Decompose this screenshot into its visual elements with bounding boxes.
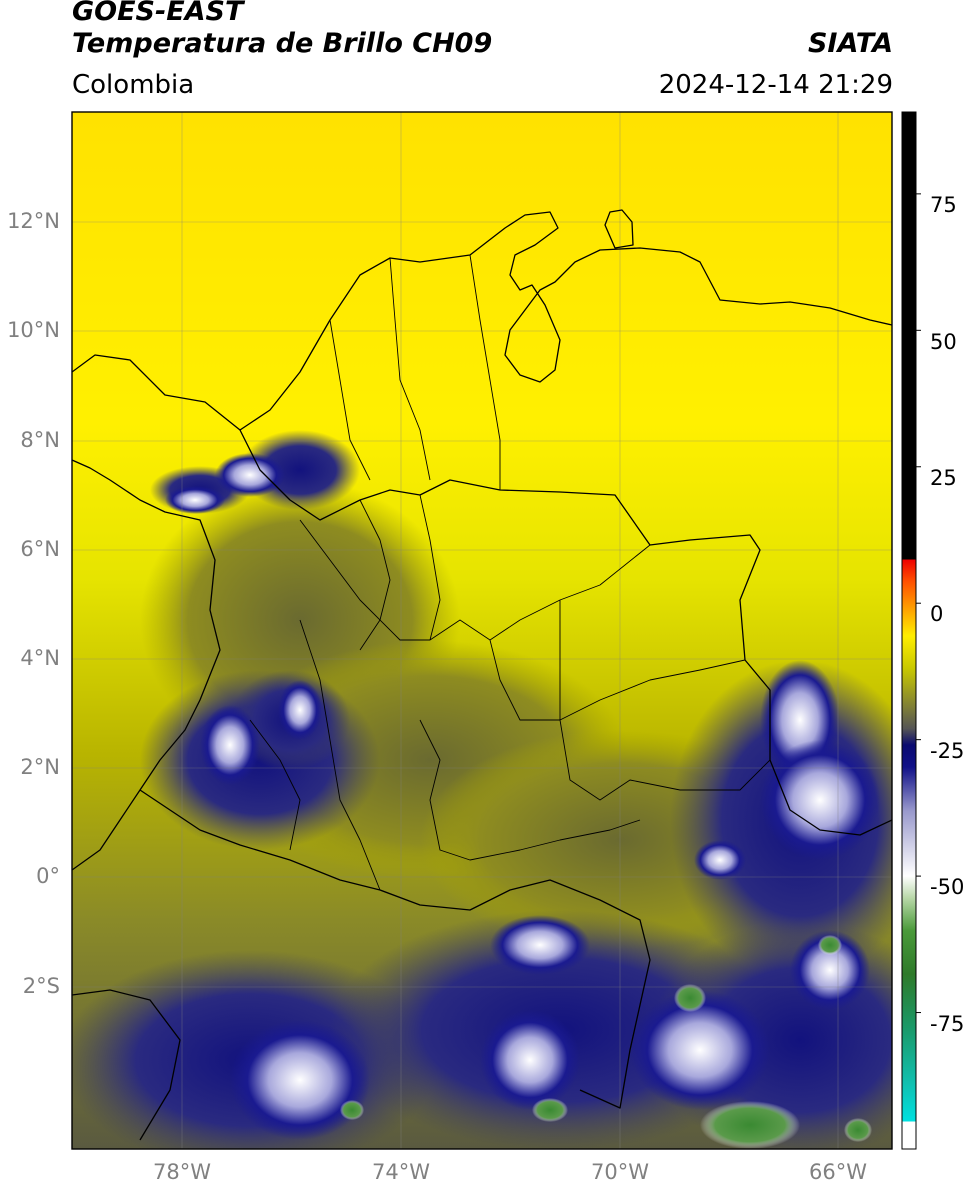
colorbar <box>901 111 921 1150</box>
lat-label-8n: 8°N <box>20 428 60 452</box>
lat-label-4n: 4°N <box>20 646 60 670</box>
lat-label-2n: 2°N <box>20 755 60 779</box>
lat-label-6n: 6°N <box>20 537 60 561</box>
lon-label-66w: 66°W <box>809 1160 867 1184</box>
southern-border <box>139 789 651 1109</box>
map-frame <box>71 111 893 1150</box>
source-label: SIATA <box>807 28 893 59</box>
peninsula-coast <box>604 209 634 249</box>
colorbar-tick-0: 0 <box>930 602 944 626</box>
colorbar-tick-minus75: -75 <box>930 1012 965 1036</box>
department-borders <box>249 254 771 891</box>
lat-label-0: 0° <box>36 864 60 888</box>
colorbar-tick-50: 50 <box>930 330 957 354</box>
ecuador-peru-border <box>72 989 181 1141</box>
colorbar-tick-minus50: -50 <box>930 875 965 899</box>
colorbar-tick-75: 75 <box>930 193 957 217</box>
datetime-label: 2024-12-14 21:29 <box>658 70 893 100</box>
satellite-title: GOES-EAST <box>72 0 244 27</box>
region-label: Colombia <box>72 70 195 100</box>
lat-label-10n: 10°N <box>7 318 60 342</box>
caribbean-coastline <box>72 211 892 431</box>
brightness-temperature-field <box>72 112 892 1149</box>
product-title: Temperatura de Brillo CH09 <box>72 28 493 59</box>
lat-label-2s: 2°S <box>22 974 60 998</box>
pacific-coastline <box>72 459 221 871</box>
lon-label-70w: 70°W <box>591 1160 649 1184</box>
lon-label-74w: 74°W <box>372 1160 430 1184</box>
colorbar-tick-minus25: -25 <box>930 739 965 763</box>
colorbar-tick-25: 25 <box>930 466 957 490</box>
lon-label-78w: 78°W <box>153 1160 211 1184</box>
lat-label-12n: 12°N <box>7 209 60 233</box>
